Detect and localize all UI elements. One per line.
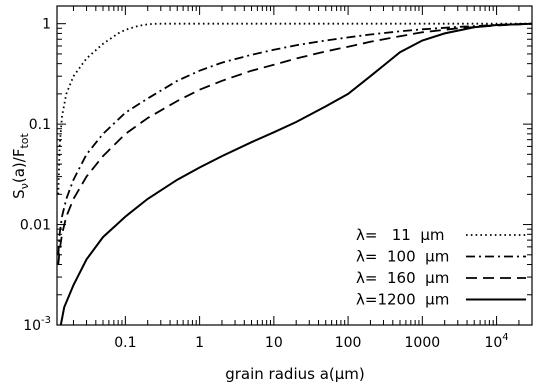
y-tick-label-1: 0.01: [20, 218, 51, 234]
y-axis-label: Sν(a)/Ftot: [10, 133, 31, 199]
series-line-3: [59, 22, 533, 326]
plot-frame: [56, 5, 533, 326]
x-tick-label-2: 10: [265, 335, 283, 351]
x-tick-label-0: 0.1: [114, 335, 136, 351]
x-axis-label: grain radius a(μm): [225, 365, 365, 383]
ticks-layer: 0.1 1 10 100 1000 104 10-3 0.01 0.1 1: [20, 6, 533, 351]
legend-label-3: λ=1200 μm: [356, 291, 449, 309]
x-tick-label-4: 1000: [405, 335, 441, 351]
y-tick-label-0: 10-3: [23, 315, 51, 334]
series-layer: [57, 22, 533, 326]
x-tick-label-5: 104: [484, 332, 508, 351]
legend-label-2: λ= 160 μm: [356, 269, 449, 287]
x-tick-label-1: 1: [195, 335, 204, 351]
y-tick-label-3: 1: [42, 17, 51, 33]
series-line-0: [57, 22, 532, 195]
series-line-2: [57, 22, 533, 265]
x-tick-label-3: 100: [335, 335, 362, 351]
series-line-1: [57, 22, 533, 255]
y-tick-label-2: 0.1: [29, 117, 51, 133]
legend: λ= 11 μm λ= 100 μm λ= 160 μm λ=1200 μm: [356, 226, 526, 309]
legend-label-1: λ= 100 μm: [356, 248, 449, 266]
legend-label-0: λ= 11 μm: [356, 226, 445, 244]
